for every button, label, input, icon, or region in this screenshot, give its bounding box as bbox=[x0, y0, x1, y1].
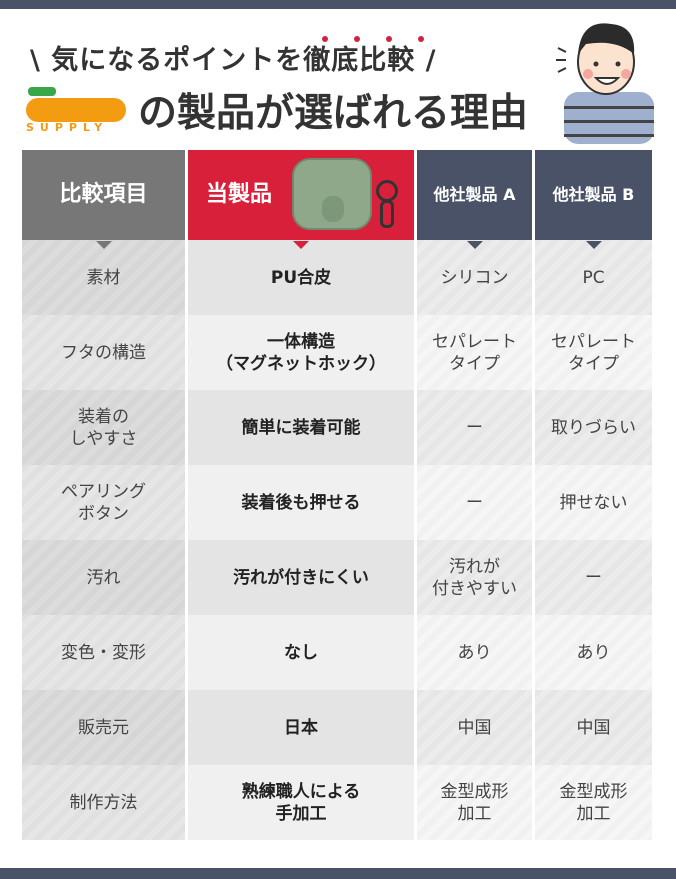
table-row: 装着の しやすさ 簡単に装着可能ー取りづらい bbox=[22, 390, 652, 465]
logo-text: SUPPLY bbox=[26, 121, 109, 134]
table-row: 素材 PU合皮 シリコン PC bbox=[22, 240, 652, 315]
our-value: 一体構造 （マグネットホック） bbox=[188, 315, 414, 390]
competitor-b-value: 押せない bbox=[535, 465, 652, 540]
header-competitor-b: 他社製品 B bbox=[535, 150, 652, 240]
comparison-table: 比較項目 当製品 他社製品 A 他社製品 B 素材 PU合皮 シリコン PC フタの構… bbox=[19, 150, 655, 840]
our-value: 日本 bbox=[188, 690, 414, 765]
our-value: 簡単に装着可能 bbox=[188, 390, 414, 465]
table-row: 汚れ 汚れが付きにくい 汚れが 付きやすいー bbox=[22, 540, 652, 615]
keyring-icon bbox=[376, 180, 398, 202]
our-value: 装着後も押せる bbox=[188, 465, 414, 540]
competitor-a-value: セパレート タイプ bbox=[417, 315, 532, 390]
our-value: 熟練職人による 手加工 bbox=[188, 765, 414, 840]
competitor-a-value: あり bbox=[417, 615, 532, 690]
competitor-a-value: ー bbox=[417, 465, 532, 540]
our-value: 汚れが付きにくい bbox=[188, 540, 414, 615]
table-row: 変色・変形 なし あり あり bbox=[22, 615, 652, 690]
competitor-b-value: 中国 bbox=[535, 690, 652, 765]
row-label: ペアリング ボタン bbox=[22, 465, 185, 540]
brand-logo: SUPPLY bbox=[26, 84, 136, 134]
competitor-b-value: ー bbox=[535, 540, 652, 615]
competitor-a-value: ー bbox=[417, 390, 532, 465]
row-label: 汚れ bbox=[22, 540, 185, 615]
competitor-b-value: 取りづらい bbox=[535, 390, 652, 465]
our-value: なし bbox=[188, 615, 414, 690]
row-label: 変色・変形 bbox=[22, 615, 185, 690]
earbuds-case-image bbox=[292, 158, 372, 230]
emphasis-dots bbox=[322, 27, 450, 46]
header-competitor-a: 他社製品 A bbox=[417, 150, 532, 240]
row-label: 販売元 bbox=[22, 690, 185, 765]
page-title: の製品が選ばれる理由 bbox=[138, 91, 529, 136]
header-our-product-label: 当製品 bbox=[206, 182, 273, 207]
table-row: 販売元 日本 中国 中国 bbox=[22, 690, 652, 765]
table-header-row: 比較項目 当製品 他社製品 A 他社製品 B bbox=[22, 150, 652, 240]
table-row: ペアリング ボタン 装着後も押せるー押せない bbox=[22, 465, 652, 540]
subtitle: \ 気になるポイントを徹底比較 / bbox=[30, 45, 437, 76]
competitor-b-value: 金型成形 加工 bbox=[535, 765, 652, 840]
row-label: フタの構造 bbox=[22, 315, 185, 390]
bottom-bar bbox=[0, 868, 676, 879]
competitor-a-value: 中国 bbox=[417, 690, 532, 765]
row-label: 装着の しやすさ bbox=[22, 390, 185, 465]
row-label: 制作方法 bbox=[22, 765, 185, 840]
table-row: 制作方法 熟練職人による 手加工 金型成形 加工 金型成形 加工 bbox=[22, 765, 652, 840]
competitor-a-value: 汚れが 付きやすい bbox=[417, 540, 532, 615]
competitor-b-value: セパレート タイプ bbox=[535, 315, 652, 390]
carabiner-icon bbox=[380, 200, 394, 228]
header-criteria: 比較項目 bbox=[22, 150, 185, 240]
top-bar bbox=[0, 0, 676, 9]
competitor-b-value: あり bbox=[535, 615, 652, 690]
competitor-a-value: 金型成形 加工 bbox=[417, 765, 532, 840]
table-row: フタの構造 一体構造 （マグネットホック） セパレート タイプ セパレート タイプ bbox=[22, 315, 652, 390]
person-illustration bbox=[556, 23, 654, 144]
header-our-product: 当製品 bbox=[188, 150, 414, 240]
